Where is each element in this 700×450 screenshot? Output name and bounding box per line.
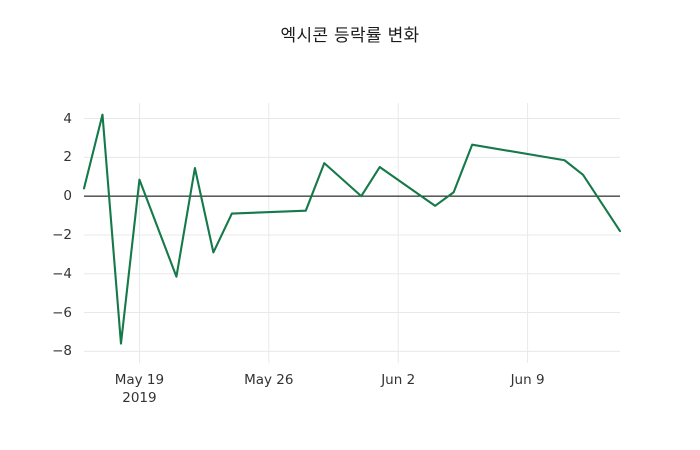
data-series-group <box>82 113 622 345</box>
grid-lines <box>84 103 620 363</box>
x-axis-tick-label: Jun 9 <box>480 372 576 389</box>
x-axis-tick-label: Jun 2 <box>350 372 446 389</box>
y-axis-tick-label: 2 <box>63 149 72 166</box>
y-axis-tick-label: −2 <box>52 226 72 243</box>
x-axis-tick-label-text: May 26 <box>244 372 294 388</box>
y-axis-tick-label: 4 <box>63 110 72 127</box>
chart-title: 엑시콘 등락률 변화 <box>280 26 420 46</box>
data-line <box>82 113 622 345</box>
x-axis-tick-label-text: May 19 <box>114 372 165 388</box>
x-axis-tick-label: May 26 <box>221 372 317 389</box>
x-axis-tick-label-text: Jun 2 <box>381 372 416 388</box>
x-axis-tick-label-text: Jun 9 <box>510 372 545 388</box>
y-axis-tick-label: −8 <box>52 343 72 360</box>
y-axis-tick-label: 0 <box>63 188 72 205</box>
x-axis-tick-sublabel-text: 2019 <box>122 390 157 406</box>
y-axis-tick-label: −4 <box>52 265 72 282</box>
x-axis-tick-label: May 19 2019 <box>91 372 187 407</box>
y-axis-tick-label: −6 <box>52 304 72 321</box>
